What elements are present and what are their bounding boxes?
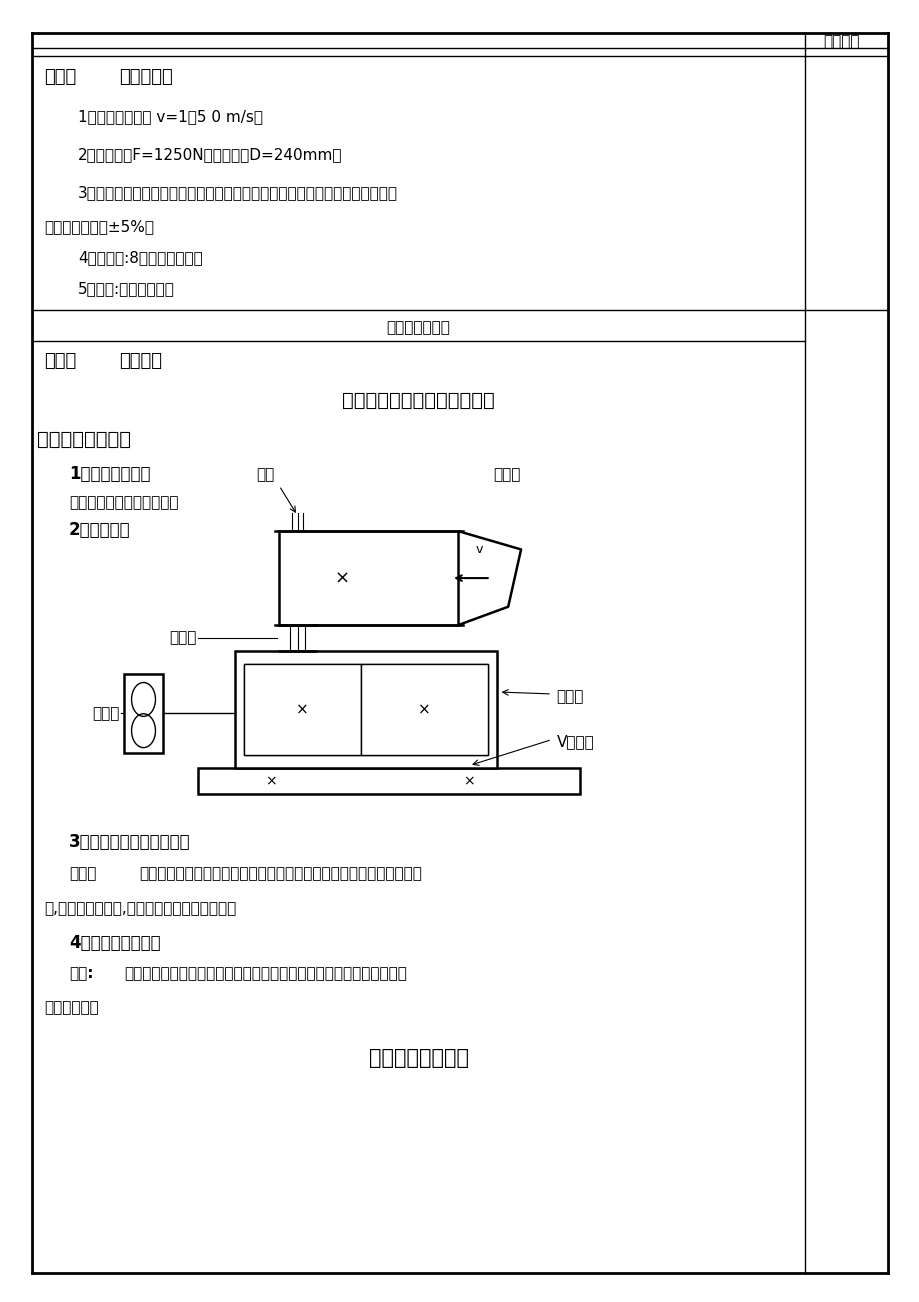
Text: 1、设计题目名称: 1、设计题目名称 [69,465,151,483]
Text: 一、传动方案拟定: 一、传动方案拟定 [37,430,130,449]
Text: 二、传动方案的拟定和及阐明: 二、传动方案的拟定和及阐明 [342,391,494,410]
Text: 5、产量:小批量生产。: 5、产量:小批量生产。 [78,281,175,297]
Text: 介于机械中原动机与工作机之间，重要将原动机的运动和动力传给工作: 介于机械中原动机与工作机之间，重要将原动机的运动和动力传给工作 [139,866,421,881]
Text: 2、带牵引力F=1250N，鼓轮直径D=240mm。: 2、带牵引力F=1250N，鼓轮直径D=240mm。 [78,147,343,163]
Text: 计算成果: 计算成果 [823,34,859,49]
Bar [124,674,163,753]
Text: ×: × [296,702,309,717]
Text: 计算项目及内容: 计算项目及内容 [386,320,450,336]
Text: v: v [475,543,482,556]
Bar [244,664,487,755]
Text: 3、分析传动系统的作用：: 3、分析传动系统的作用： [69,833,190,852]
Text: 3、工作条件：运送机双班制工作，持续单向运转，载荷平稳，空载启动，运送: 3、工作条件：运送机双班制工作，持续单向运转，载荷平稳，空载启动，运送 [78,185,398,201]
Bar [244,664,360,755]
Text: 输送带: 输送带 [494,466,520,482]
Text: 机,在此起减速作用,并协调两者的转速和转矩。: 机,在此起减速作用,并协调两者的转速和转矩。 [44,901,236,917]
Text: 4、有效期:8年，两班制工作: 4、有效期:8年，两班制工作 [78,250,203,266]
Text: 设计规定: 设计规定 [119,352,163,370]
Text: 1、运送带线速度 v=1．5 0 m/s。: 1、运送带线速度 v=1．5 0 m/s。 [78,109,263,125]
Text: 体发生干涉。: 体发生干涉。 [44,1000,99,1016]
Text: 滚筒: 滚筒 [255,466,274,482]
Bar [234,651,496,768]
Polygon shape [458,531,520,625]
Text: 4、分析传动方案：: 4、分析传动方案： [69,934,161,952]
Text: 2、运动简图: 2、运动简图 [69,521,130,539]
Text: 构造简朴、效率高、容易制造、使用寿命长、维护以便。电机不会与箱: 构造简朴、效率高、容易制造、使用寿命长、维护以便。电机不会与箱 [124,966,406,982]
Bar [198,768,579,794]
Text: （二）: （二） [44,68,76,86]
Text: 特点:: 特点: [69,966,94,982]
Text: ×: × [334,569,349,587]
Text: ×: × [463,775,474,788]
Text: （三）: （三） [44,352,76,370]
Text: ×: × [417,702,430,717]
Text: 联轴器: 联轴器 [169,630,196,646]
Text: 作用：: 作用： [69,866,96,881]
Text: 三、电动机的选择: 三、电动机的选择 [369,1048,468,1068]
Text: 电动机: 电动机 [92,706,119,721]
Text: ×: × [266,775,277,788]
Text: 带速度容许误差±5%。: 带速度容许误差±5%。 [44,219,154,234]
Text: V带传动: V带传动 [556,734,594,750]
Text: 已知条件：: 已知条件： [119,68,173,86]
Bar [360,664,487,755]
Text: 设计带式运送机传动装置。: 设计带式运送机传动装置。 [69,495,178,510]
Bar [278,531,458,625]
Text: 减速器: 减速器 [556,689,584,704]
